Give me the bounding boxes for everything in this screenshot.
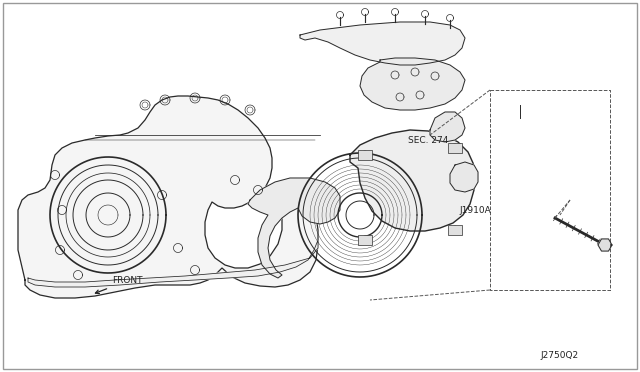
Text: J1910A: J1910A bbox=[460, 206, 492, 215]
Polygon shape bbox=[430, 112, 465, 142]
Polygon shape bbox=[360, 58, 465, 110]
Polygon shape bbox=[300, 22, 465, 65]
Text: SEC. 274: SEC. 274 bbox=[408, 136, 449, 145]
Polygon shape bbox=[598, 239, 612, 251]
Polygon shape bbox=[350, 130, 475, 231]
Polygon shape bbox=[450, 162, 478, 192]
Bar bbox=[358, 235, 372, 245]
Polygon shape bbox=[18, 96, 318, 298]
Polygon shape bbox=[28, 240, 318, 287]
Bar bbox=[448, 225, 462, 235]
Text: FRONT: FRONT bbox=[95, 276, 143, 294]
Bar bbox=[358, 150, 372, 160]
Polygon shape bbox=[248, 178, 340, 278]
Text: J2750Q2: J2750Q2 bbox=[541, 351, 579, 360]
Bar bbox=[448, 143, 462, 153]
